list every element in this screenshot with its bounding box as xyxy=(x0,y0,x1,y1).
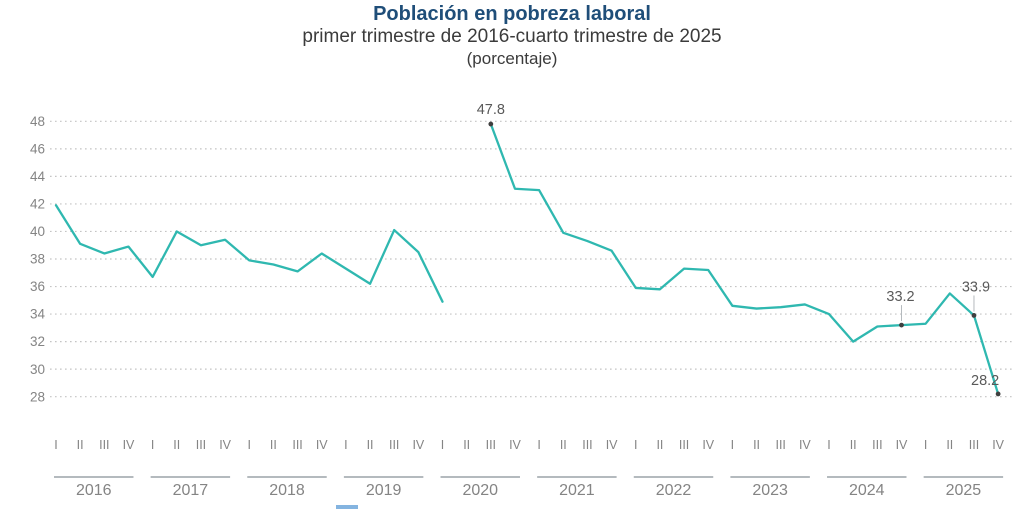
x-axis-year-label: 2019 xyxy=(366,482,402,499)
x-axis-year-label: 2017 xyxy=(173,482,209,499)
x-axis-year-label: 2016 xyxy=(76,482,112,499)
y-axis-tick-label: 42 xyxy=(30,197,45,212)
y-axis-tick-label: 38 xyxy=(30,252,45,267)
x-axis-quarter-label: II xyxy=(77,438,84,452)
data-point-label: 28.2 xyxy=(971,373,999,389)
y-axis-tick-label: 48 xyxy=(30,114,45,129)
x-axis-quarter-label: I xyxy=(634,438,637,452)
x-axis-quarter-label: I xyxy=(441,438,444,452)
x-axis-quarter-label: II xyxy=(367,438,374,452)
x-axis-quarter-label: II xyxy=(946,438,953,452)
x-axis-quarter-label: I xyxy=(924,438,927,452)
x-axis-quarter-label: III xyxy=(99,438,109,452)
data-point-dot xyxy=(899,322,904,328)
x-axis-quarter-label: III xyxy=(969,438,979,452)
x-axis-quarter-label: II xyxy=(850,438,857,452)
y-axis-tick-label: 34 xyxy=(30,307,46,322)
y-axis-tick-label: 36 xyxy=(30,279,45,294)
x-axis-quarter-label: III xyxy=(679,438,689,452)
x-axis-quarter-label: II xyxy=(656,438,663,452)
x-axis-quarter-label: IV xyxy=(799,438,811,452)
x-axis-year-label: 2023 xyxy=(752,482,788,499)
x-axis-year-label: 2020 xyxy=(462,482,498,499)
chart-units-label: (porcentaje) xyxy=(466,48,558,68)
series-line xyxy=(54,204,444,303)
x-axis-year-label: 2024 xyxy=(849,482,885,499)
y-axis-tick-label: 30 xyxy=(30,362,45,377)
x-axis-quarter-label: IV xyxy=(606,438,618,452)
x-axis-quarter-label: IV xyxy=(702,438,714,452)
y-axis-tick-label: 28 xyxy=(30,389,45,404)
x-axis-quarter-label: IV xyxy=(316,438,328,452)
y-axis-tick-label: 32 xyxy=(30,334,45,349)
x-axis-quarter-label: IV xyxy=(412,438,424,452)
x-axis-quarter-label: I xyxy=(54,438,57,452)
data-point-dot xyxy=(995,391,1001,397)
x-axis-year-label: 2022 xyxy=(656,482,692,499)
x-axis-quarter-label: I xyxy=(151,438,154,452)
x-axis-quarter-label: III xyxy=(389,438,399,452)
chart-title: Población en pobreza laboral xyxy=(373,3,651,25)
chart-subtitle: primer trimestre de 2016-cuarto trimestr… xyxy=(302,26,722,48)
x-axis-quarter-label: IV xyxy=(896,438,908,452)
data-point-dot xyxy=(971,313,977,318)
x-axis-quarter-label: IV xyxy=(123,438,135,452)
y-axis-tick-label: 44 xyxy=(30,169,46,184)
y-axis-tick-label: 46 xyxy=(30,141,45,156)
x-axis-year-label: 2025 xyxy=(946,482,982,499)
x-axis-quarter-label: I xyxy=(731,438,734,452)
data-point-label: 47.8 xyxy=(477,102,505,118)
x-axis-quarter-label: III xyxy=(196,438,206,452)
x-axis-quarter-label: II xyxy=(463,438,470,452)
x-axis-quarter-label: IV xyxy=(219,438,231,452)
data-point-label: 33.2 xyxy=(886,289,914,305)
y-axis-tick-label: 40 xyxy=(30,224,45,239)
data-point-label: 33.9 xyxy=(962,279,990,295)
data-point-dot xyxy=(488,121,494,127)
x-axis-quarter-label: I xyxy=(344,438,347,452)
x-axis-quarter-label: II xyxy=(560,438,567,452)
x-axis-quarter-label: IV xyxy=(992,438,1004,452)
series-line xyxy=(489,122,1000,396)
x-axis-quarter-label: II xyxy=(270,438,277,452)
x-axis-quarter-label: III xyxy=(775,438,785,452)
x-axis-year-label: 2021 xyxy=(559,482,595,499)
chart-header: Población en pobreza laboral primer trim… xyxy=(0,1,1024,69)
cropped-bottom-element xyxy=(336,505,358,509)
x-axis-quarter-label: II xyxy=(753,438,760,452)
x-axis-quarter-label: I xyxy=(537,438,540,452)
x-axis-quarter-label: III xyxy=(872,438,882,452)
x-axis-quarter-label: II xyxy=(173,438,180,452)
x-axis-quarter-label: III xyxy=(292,438,302,452)
x-axis-quarter-label: III xyxy=(486,438,496,452)
x-axis-quarter-label: IV xyxy=(509,438,521,452)
x-axis-year-label: 2018 xyxy=(269,482,305,499)
x-axis-quarter-label: III xyxy=(582,438,592,452)
x-axis-quarter-label: I xyxy=(827,438,830,452)
x-axis-quarter-label: I xyxy=(248,438,251,452)
